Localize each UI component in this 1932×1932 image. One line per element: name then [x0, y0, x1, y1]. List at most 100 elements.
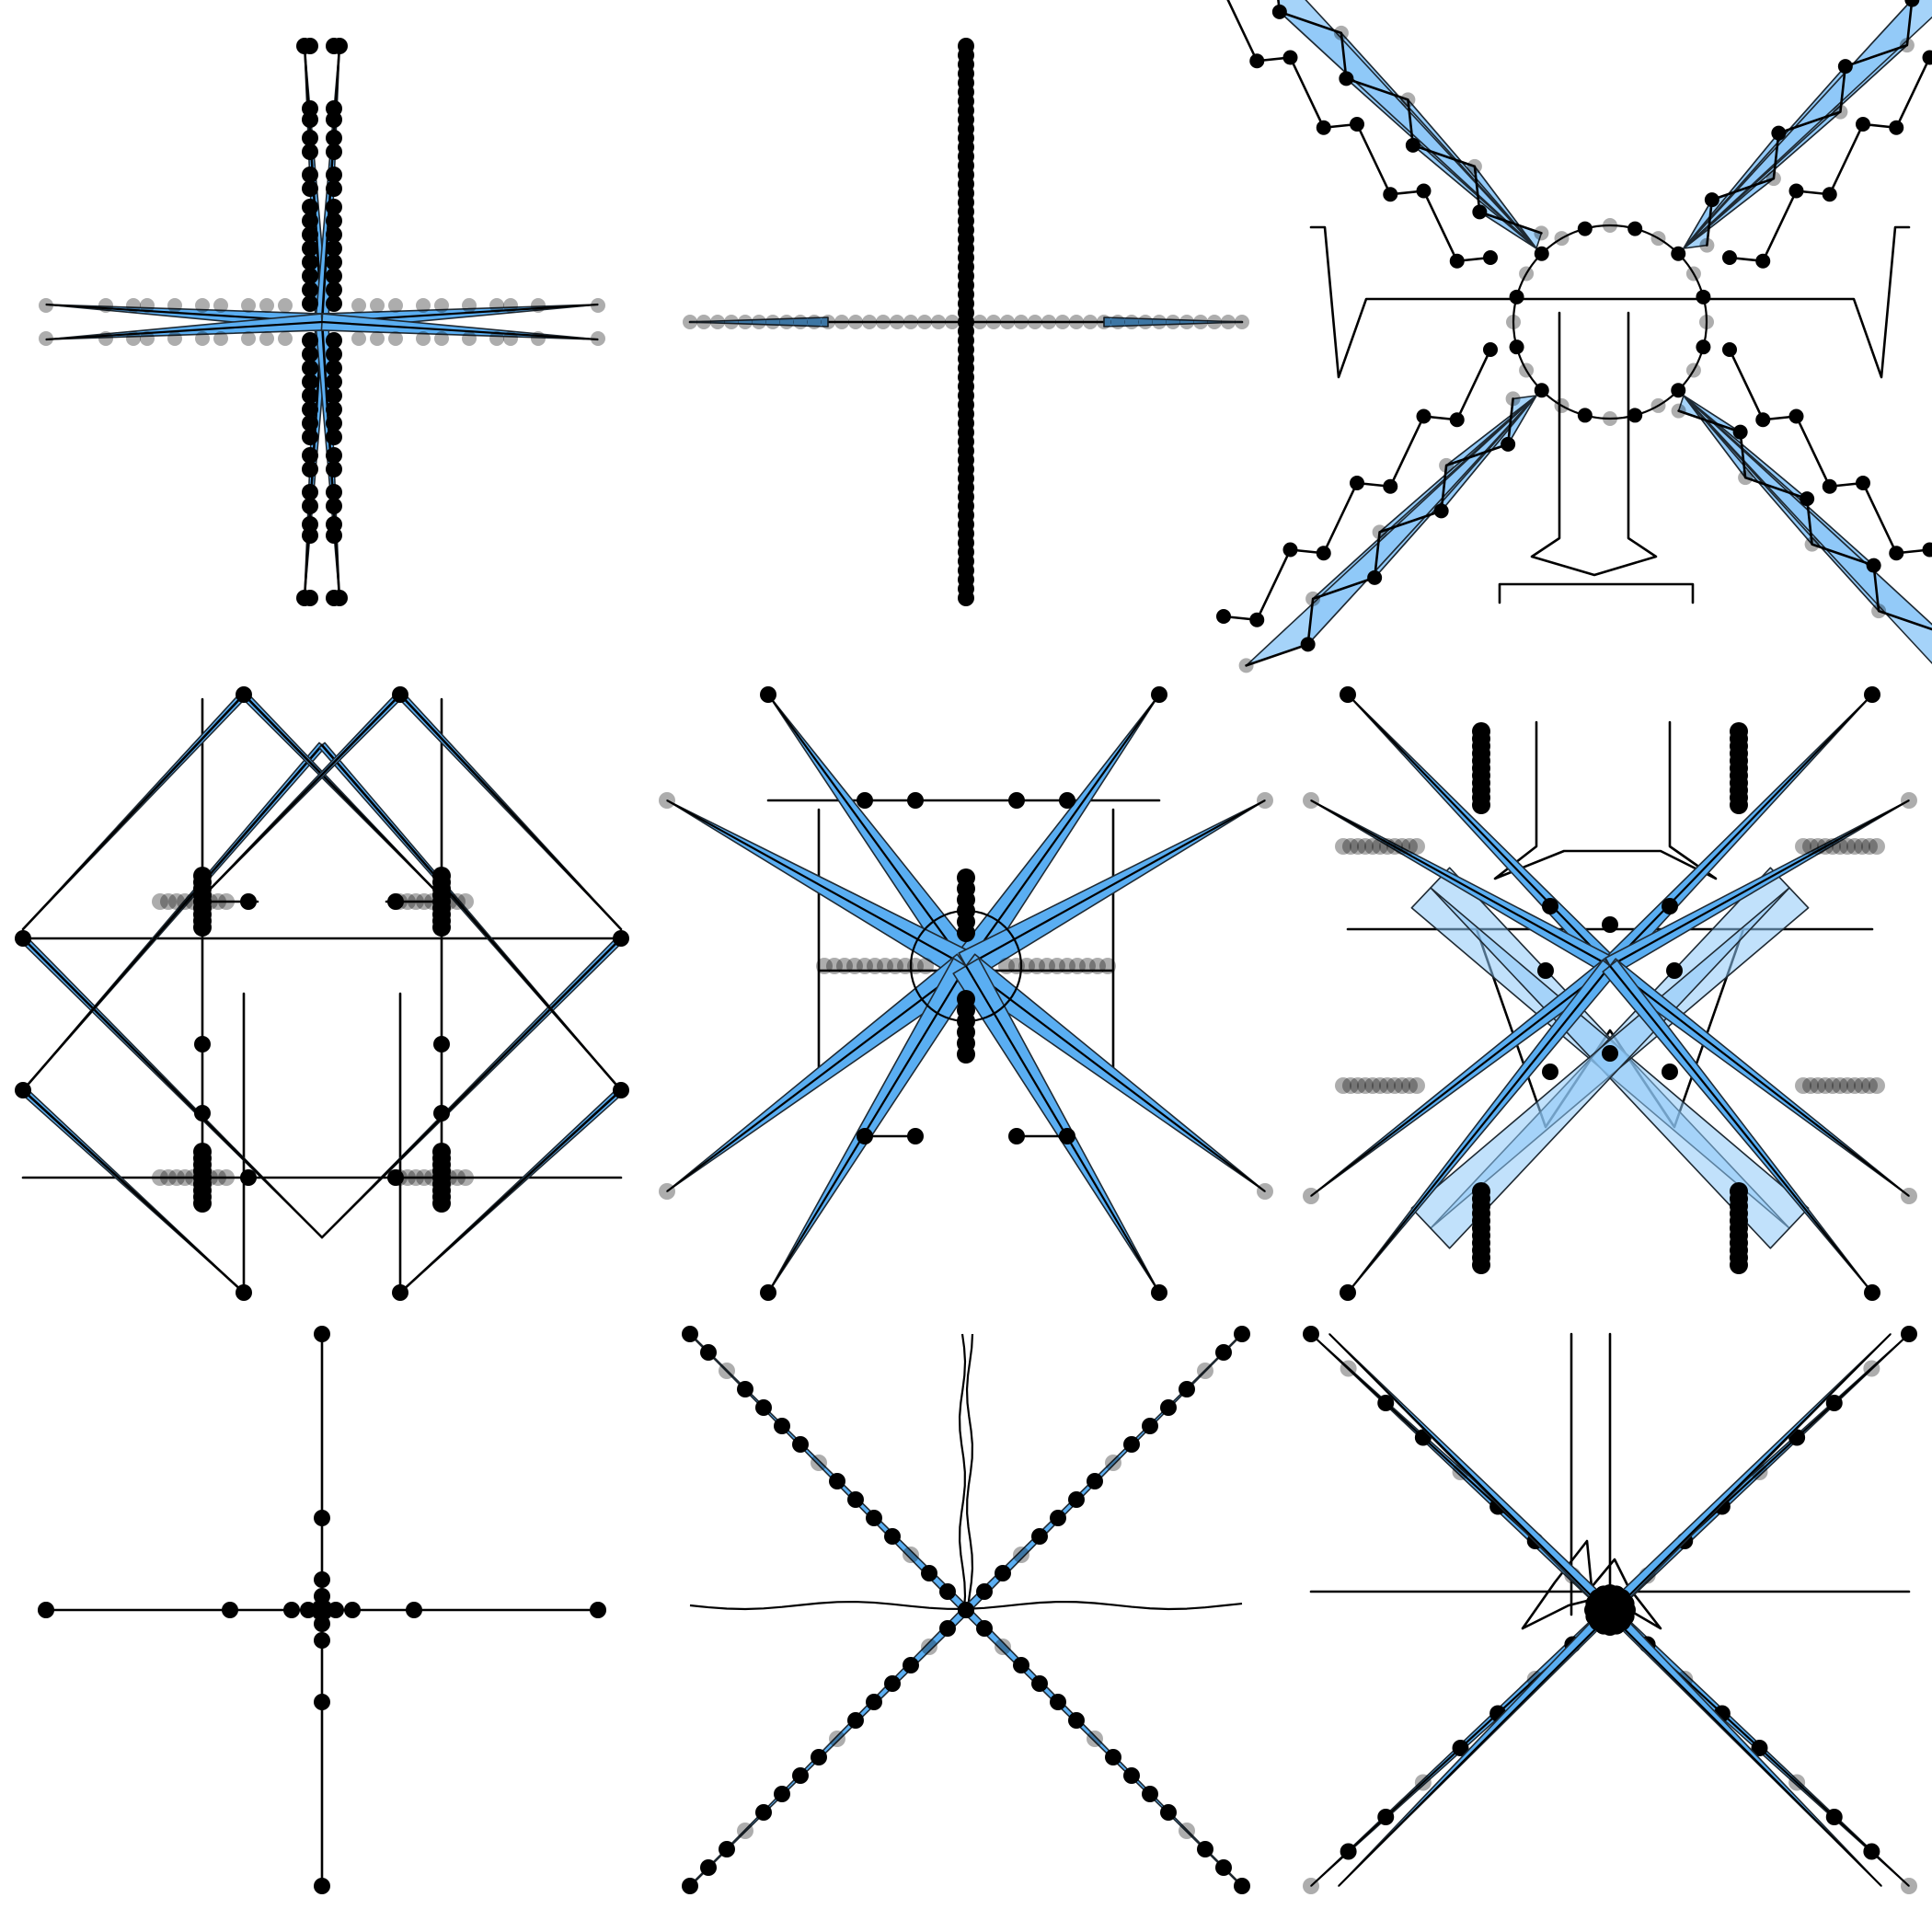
- axis-dot: [283, 1602, 300, 1618]
- diagonal-dot: [682, 1878, 698, 1894]
- chain-dot-faded: [1014, 315, 1029, 329]
- diagonal-dot: [903, 1657, 919, 1673]
- diagonal-dot: [1031, 1675, 1048, 1692]
- cluster-dot-faded: [218, 893, 235, 910]
- panel-2: [683, 38, 1249, 606]
- diagonal-dot: [682, 1326, 698, 1342]
- faded-node-dot: [1699, 238, 1714, 253]
- stem-line: [1532, 313, 1656, 575]
- node-dot: [194, 1036, 211, 1052]
- faded-node-dot: [1303, 1188, 1319, 1204]
- node-dot: [1666, 962, 1683, 979]
- panel-3: [1216, 0, 1932, 685]
- chain-dot-faded: [765, 315, 780, 329]
- chain-dot-faded: [683, 315, 697, 329]
- needle-spoke-line: [966, 695, 1159, 966]
- axis-dot-faded: [1099, 958, 1116, 974]
- node-dot: [1340, 1284, 1356, 1301]
- faded-node-dot: [351, 331, 366, 346]
- panel-1: [39, 38, 605, 606]
- node-dot: [1755, 254, 1770, 269]
- faded-node-dot: [1506, 391, 1521, 406]
- diagonal-dot: [1234, 1878, 1250, 1894]
- faded-node-dot: [416, 331, 431, 346]
- node-dot: [1923, 51, 1932, 65]
- blue-needle-spoke: [959, 800, 1265, 979]
- faded-node-dot: [126, 298, 141, 313]
- faded-node-dot: [1900, 38, 1915, 52]
- node-dot: [1662, 898, 1678, 914]
- node-dot: [1722, 250, 1737, 265]
- node-dot: [1367, 570, 1382, 585]
- diagonal-dot: [1087, 1731, 1103, 1747]
- node-dot: [1340, 686, 1356, 703]
- chain-dot-faded: [972, 315, 987, 329]
- diagonal-dot: [737, 1823, 753, 1839]
- faded-node-dot: [1334, 26, 1349, 40]
- stack-dot: [1730, 796, 1748, 814]
- diagonal-dot: [939, 1583, 956, 1600]
- node-dot: [1602, 916, 1618, 933]
- faded-node-dot: [195, 298, 210, 313]
- node-dot: [302, 180, 318, 197]
- node-dot: [1283, 543, 1298, 558]
- diagonal-line: [322, 745, 621, 1090]
- axis-dot: [314, 1510, 330, 1526]
- diagonal-dot: [1340, 1361, 1357, 1377]
- chain-dot-faded: [710, 315, 725, 329]
- diagonal-dot: [1087, 1473, 1103, 1489]
- node-dot: [1450, 254, 1465, 269]
- panel-6: [1303, 686, 1917, 1301]
- diagonal-dot: [1050, 1510, 1066, 1526]
- faded-node-dot: [590, 1602, 606, 1618]
- node-dot: [1216, 609, 1231, 624]
- stack-dot: [1472, 1256, 1490, 1274]
- node-dot: [433, 1105, 450, 1121]
- node-dot: [236, 1284, 252, 1301]
- diagonal-dot: [1179, 1823, 1195, 1839]
- stack-dot-faded: [1869, 1077, 1885, 1094]
- node-dot: [296, 38, 313, 54]
- chain-dot-faded: [1138, 315, 1153, 329]
- axis-dot: [314, 1326, 330, 1342]
- node-dot: [387, 893, 404, 910]
- blue-zigzag-wedge: [1274, 0, 1536, 248]
- node-dot: [1350, 476, 1364, 490]
- diagonal-dot: [811, 1749, 827, 1765]
- node-dot: [194, 1105, 211, 1121]
- diagonal-dot: [829, 1473, 845, 1489]
- faded-node-dot: [388, 331, 403, 346]
- diagonal-dot: [700, 1859, 717, 1876]
- diagonal-dot: [700, 1344, 717, 1361]
- node-dot: [1249, 613, 1264, 627]
- faded-node-dot: [167, 298, 182, 313]
- diagonal-dot: [1303, 1326, 1319, 1342]
- ring-line: [1513, 225, 1707, 419]
- faded-node-dot: [531, 298, 546, 313]
- faded-node-dot: [1534, 225, 1548, 240]
- faded-node-dot: [140, 298, 155, 313]
- faded-node-dot: [503, 331, 518, 346]
- faded-node-dot: [38, 1602, 54, 1618]
- node-dot: [1450, 412, 1465, 427]
- diagonal-dot: [719, 1363, 735, 1379]
- axis-dot: [314, 1878, 330, 1894]
- diagonal-dot: [1215, 1859, 1232, 1876]
- needle-spoke-line: [667, 800, 966, 966]
- node-dot: [326, 332, 342, 349]
- faded-node-dot: [1257, 1183, 1273, 1200]
- node-dot: [1923, 543, 1932, 558]
- panel-5: [659, 686, 1273, 1301]
- faded-node-dot: [98, 298, 113, 313]
- faded-node-dot: [462, 298, 477, 313]
- node-dot: [1662, 1064, 1678, 1080]
- node-dot: [760, 686, 776, 703]
- faded-node-dot: [1467, 159, 1482, 174]
- node-dot: [387, 1169, 404, 1186]
- diagonal-dot: [755, 1804, 772, 1821]
- diagonal-dot: [774, 1418, 790, 1434]
- diagonal-dot: [811, 1455, 827, 1471]
- node-dot: [1722, 342, 1737, 357]
- axis-dot: [314, 1632, 330, 1649]
